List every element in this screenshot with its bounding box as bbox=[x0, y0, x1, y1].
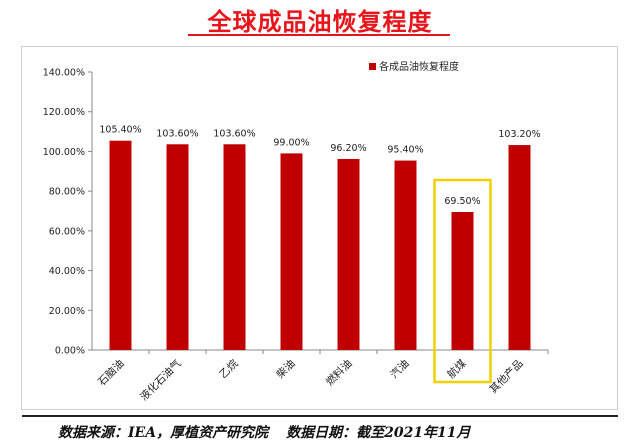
y-tick-label: 60.00% bbox=[49, 226, 85, 237]
x-tick-label: 其他产品 bbox=[487, 357, 526, 396]
bar bbox=[394, 160, 417, 350]
bar bbox=[451, 211, 474, 350]
bar bbox=[337, 158, 360, 350]
y-tick-label: 40.00% bbox=[49, 266, 85, 277]
legend-label: 各成品油恢复程度 bbox=[379, 60, 459, 73]
legend-swatch bbox=[369, 63, 376, 70]
data-label: 103.60% bbox=[213, 128, 255, 139]
bar bbox=[280, 153, 303, 350]
data-label: 105.40% bbox=[99, 125, 141, 136]
highlight-box bbox=[433, 178, 492, 384]
footer-source: 数据来源：IEA，厚植资产研究院 bbox=[58, 425, 269, 441]
data-label: 69.50% bbox=[444, 196, 480, 207]
chart-frame bbox=[21, 46, 618, 410]
x-tick-label: 燃料油 bbox=[323, 357, 354, 388]
y-tick-label: 20.00% bbox=[49, 306, 85, 317]
bar bbox=[508, 145, 531, 350]
bar bbox=[109, 140, 132, 350]
x-tick-label: 汽油 bbox=[388, 357, 412, 381]
data-label: 95.40% bbox=[387, 145, 423, 156]
y-tick-label: 140.00% bbox=[43, 68, 85, 79]
title-underline bbox=[188, 34, 450, 36]
data-label: 103.60% bbox=[156, 128, 198, 139]
bar bbox=[223, 144, 246, 350]
data-label: 103.20% bbox=[498, 129, 540, 140]
x-tick-label: 柴油 bbox=[274, 357, 298, 381]
footer-divider bbox=[22, 415, 618, 417]
y-tick-label: 0.00% bbox=[55, 346, 85, 357]
footer: 数据来源：IEA，厚植资产研究院 数据日期：截至2021年11月 bbox=[58, 422, 471, 442]
data-label: 99.00% bbox=[273, 137, 309, 148]
x-tick-label: 石脑油 bbox=[95, 357, 126, 388]
x-tick-label: 液化石油气 bbox=[137, 357, 184, 404]
x-tick-label: 航煤 bbox=[445, 357, 469, 381]
y-tick-label: 100.00% bbox=[43, 147, 85, 158]
data-label: 96.20% bbox=[330, 143, 366, 154]
page-title: 全球成品油恢复程度 bbox=[207, 8, 433, 36]
x-tick-label: 乙烷 bbox=[217, 357, 241, 381]
y-tick-label: 120.00% bbox=[43, 107, 85, 118]
footer-date: 数据日期：截至2021年11月 bbox=[286, 425, 471, 441]
bar bbox=[166, 144, 189, 350]
y-tick-label: 80.00% bbox=[49, 187, 85, 198]
